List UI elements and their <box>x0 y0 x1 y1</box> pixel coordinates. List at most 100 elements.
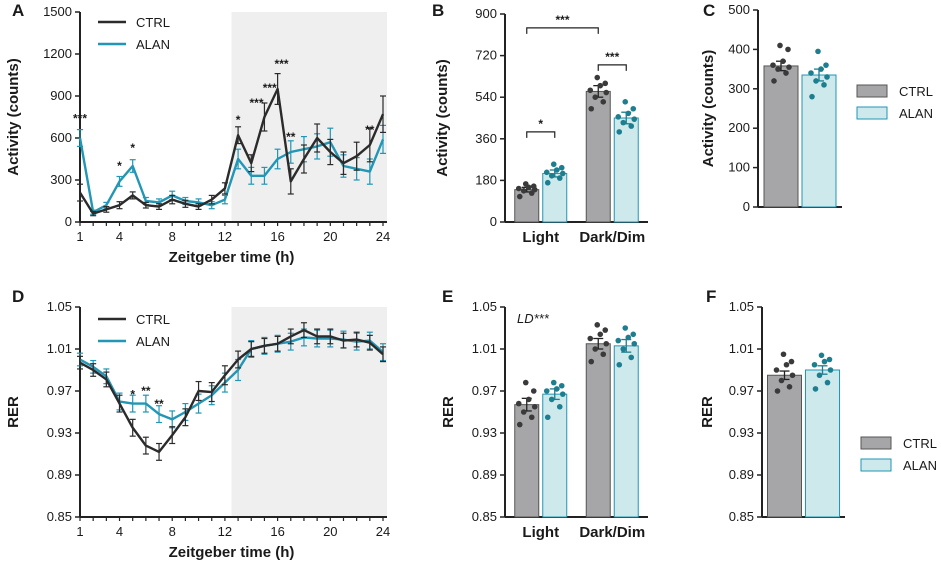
data-point-ctrl <box>594 74 601 81</box>
y-tick-label: 0.89 <box>472 467 497 482</box>
data-point-ctrl <box>587 335 594 342</box>
data-point-alan <box>622 325 629 331</box>
data-point-alan <box>812 386 819 392</box>
legend-label-ctrl: CTRL <box>136 312 170 327</box>
y-tick-label: 0 <box>743 199 750 214</box>
data-point-alan <box>809 93 815 100</box>
data-point-ctrl <box>592 346 599 352</box>
y-tick-label: 0.89 <box>729 467 754 482</box>
data-point-ctrl <box>773 367 780 373</box>
data-point-ctrl <box>520 188 527 194</box>
y-tick-label: 300 <box>728 81 750 96</box>
data-point-alan <box>550 161 557 168</box>
significance-marker: ** <box>154 397 164 411</box>
chart-panel-a: 0 300 600 900 1200 1500 1 4 8 12 16 20 24 Zeitgeber t… <box>5 4 390 266</box>
data-point-alan <box>620 119 627 126</box>
data-point-alan <box>543 169 550 176</box>
x-tick-label: 20 <box>323 524 337 539</box>
bar-ctrl <box>763 65 799 208</box>
x-axis-label: Zeitgeber time (h) <box>169 544 295 561</box>
y-tick-label: 900 <box>50 88 72 103</box>
y-tick-label: 0.89 <box>47 467 72 482</box>
data-point-alan <box>625 110 632 117</box>
significance-marker: *** <box>275 57 289 71</box>
x-category-label: Light <box>522 229 559 246</box>
data-point-ctrl <box>603 89 610 96</box>
y-tick-label: 0.85 <box>729 509 754 524</box>
bar-alan <box>801 74 837 208</box>
panel-letter-d: D <box>12 287 24 306</box>
data-point-ctrl <box>531 403 538 410</box>
data-point-alan <box>553 386 560 392</box>
panel-letter-b: B <box>432 1 444 20</box>
data-point-ctrl <box>602 327 609 333</box>
significance-bracket <box>526 131 556 138</box>
y-tick-label: 500 <box>728 2 750 17</box>
y-axis-label: Activity (counts) <box>5 58 22 176</box>
data-point-alan <box>548 172 555 179</box>
y-axis-label: Activity (counts) <box>700 50 717 168</box>
y-axis-label: RER <box>440 396 457 428</box>
series-line-alan <box>79 336 384 421</box>
y-tick-label: 1500 <box>43 4 72 19</box>
data-point-alan <box>630 105 637 112</box>
x-tick-label: 4 <box>116 229 123 244</box>
series-line-ctrl <box>79 328 384 454</box>
legend-label-alan: ALAN <box>903 458 937 473</box>
bar-alan <box>613 117 639 223</box>
y-axis-label: Activity (counts) <box>434 59 451 177</box>
bar-ctrl <box>585 343 611 518</box>
significance-marker: * <box>130 141 135 155</box>
series-line-alan <box>78 137 385 214</box>
data-point-alan <box>559 391 566 397</box>
chart-panel-e: 0.85 0.89 0.93 0.97 1.01 1.05 RER Light Dark/Dim… <box>440 299 648 541</box>
y-tick-label: 200 <box>728 120 750 135</box>
y-tick-label: 900 <box>475 6 497 21</box>
panel-letter-e: E <box>442 287 453 306</box>
y-axis-label: RER <box>5 396 22 428</box>
data-point-alan <box>826 356 833 363</box>
data-point-alan <box>543 388 550 394</box>
x-tick-label: 4 <box>116 524 123 539</box>
x-tick-label: 24 <box>376 229 390 244</box>
data-point-ctrl <box>786 384 793 390</box>
y-tick-label: 0.85 <box>472 509 497 524</box>
data-point-ctrl <box>597 82 604 89</box>
y-tick-label: 0.93 <box>729 425 754 440</box>
data-point-ctrl <box>602 80 609 87</box>
x-tick-label: 12 <box>218 229 232 244</box>
data-point-ctrl <box>530 183 537 189</box>
data-point-alan <box>556 175 563 181</box>
legend-label-alan: ALAN <box>136 334 170 349</box>
chart-panel-c: 0 100 200 300 400 500 Activity (counts) CTRL ALA… <box>700 2 933 214</box>
x-category-label: Dark/Dim <box>579 229 645 246</box>
significance-marker: *** <box>605 50 619 64</box>
data-point-ctrl <box>777 42 783 49</box>
data-point-alan <box>808 70 814 76</box>
ld-annotation: LD*** <box>517 311 550 326</box>
data-point-ctrl <box>592 94 599 100</box>
data-point-alan <box>553 167 560 173</box>
data-point-ctrl <box>522 379 529 386</box>
significance-marker: *** <box>555 13 569 27</box>
data-point-alan <box>620 346 627 352</box>
data-point-ctrl <box>528 414 535 421</box>
significance-marker: * <box>117 159 122 173</box>
bar-alan <box>542 393 568 518</box>
data-point-alan <box>544 179 551 186</box>
y-tick-label: 1.01 <box>729 341 754 356</box>
bar-ctrl <box>767 374 802 518</box>
chart-panel-f: 0.85 0.89 0.93 0.97 1.01 1.05 RER CTRL ALAN <box>699 299 937 524</box>
panel-letter-f: F <box>706 287 716 306</box>
data-point-alan <box>815 48 821 55</box>
data-point-alan <box>628 123 635 129</box>
data-point-alan <box>550 379 557 386</box>
significance-marker: ** <box>286 130 296 144</box>
legend-label-alan: ALAN <box>136 37 170 52</box>
data-point-alan <box>615 337 622 344</box>
y-tick-label: 0.97 <box>47 383 72 398</box>
data-point-ctrl <box>771 78 777 84</box>
y-tick-label: 100 <box>728 160 750 175</box>
y-tick-label: 540 <box>475 89 497 104</box>
x-tick-label: 1 <box>76 229 83 244</box>
